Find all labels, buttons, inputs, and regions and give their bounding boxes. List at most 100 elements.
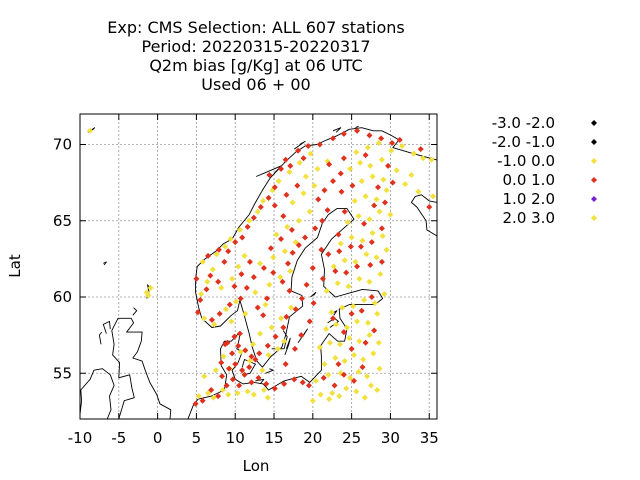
station-point: [382, 199, 389, 206]
station-point: [335, 361, 342, 368]
station-point: [380, 176, 387, 183]
station-point: [312, 377, 319, 384]
station-point: [244, 223, 251, 230]
station-point: [257, 330, 264, 337]
station-point: [298, 332, 305, 339]
station-point: [205, 390, 212, 397]
station-point: [270, 254, 277, 261]
station-point: [333, 321, 340, 328]
station-point: [343, 385, 350, 392]
station-point: [218, 284, 225, 291]
station-point: [410, 150, 417, 157]
station-point: [359, 364, 366, 371]
station-point: [366, 132, 373, 139]
station-point: [362, 339, 369, 346]
station-point: [348, 345, 355, 352]
station-point: [220, 353, 227, 360]
station-point: [340, 329, 347, 336]
station-point: [336, 248, 343, 255]
station-point: [346, 335, 353, 342]
station-point: [219, 387, 226, 394]
station-point: [366, 216, 373, 223]
coastline: [241, 359, 256, 376]
station-point: [330, 135, 337, 142]
x-tick-label: -5: [111, 429, 126, 447]
station-point: [271, 202, 278, 209]
title-line-4: Used 06 + 00: [201, 75, 310, 94]
station-point: [275, 178, 282, 185]
station-point: [225, 248, 232, 255]
station-point: [357, 243, 364, 250]
station-point: [368, 294, 375, 300]
station-point: [326, 339, 333, 346]
station-point: [278, 315, 285, 322]
station-point: [376, 365, 383, 372]
legend-entry-label: 2.0 3.0: [503, 209, 555, 227]
station-point: [278, 165, 285, 172]
coastline: [332, 127, 342, 133]
station-point: [232, 239, 239, 246]
title-line-3: Q2m bias [g/Kg] at 06 UTC: [149, 56, 362, 75]
x-tick-label: 10: [226, 429, 245, 447]
station-point: [415, 188, 422, 195]
station-point: [354, 127, 361, 134]
station-point: [236, 330, 243, 337]
station-point: [281, 380, 288, 387]
station-point: [198, 290, 205, 297]
station-point: [282, 361, 289, 368]
station-point: [225, 391, 232, 398]
station-point: [360, 356, 367, 363]
station-point: [321, 361, 328, 368]
station-point: [393, 167, 400, 174]
station-point: [316, 344, 323, 351]
station-point: [265, 194, 272, 201]
station-point: [330, 178, 337, 185]
station-point: [267, 245, 274, 252]
y-tick-label: 55: [53, 364, 72, 382]
station-point: [272, 333, 279, 340]
station-point: [264, 342, 271, 349]
coastline: [293, 140, 306, 150]
station-point: [273, 231, 280, 238]
station-point: [352, 258, 359, 265]
legend-marker: [591, 158, 597, 164]
station-point: [388, 139, 395, 146]
station-point: [337, 170, 344, 177]
y-axis-label: Lat: [6, 254, 24, 278]
station-point: [351, 197, 358, 204]
station-point: [353, 149, 360, 156]
station-point: [294, 182, 301, 189]
station-point: [199, 258, 206, 265]
station-point: [289, 249, 296, 256]
station-point: [246, 358, 253, 365]
station-point: [325, 251, 332, 258]
coastline: [355, 125, 359, 129]
coastline: [80, 368, 115, 419]
station-point: [246, 258, 253, 265]
station-point: [340, 371, 347, 378]
station-point: [277, 274, 284, 281]
station-point: [357, 159, 364, 166]
station-point: [341, 208, 348, 215]
station-point: [344, 219, 351, 226]
station-point: [368, 239, 375, 246]
station-point: [364, 319, 371, 326]
station-point: [244, 388, 251, 395]
station-point: [256, 350, 263, 357]
station-point: [323, 287, 330, 294]
station-point: [260, 312, 267, 319]
station-point: [87, 127, 94, 134]
station-point: [257, 204, 264, 211]
station-point: [385, 162, 392, 169]
station-point: [371, 202, 378, 209]
station-point: [300, 190, 307, 197]
station-points: [87, 127, 437, 407]
station-point: [274, 345, 281, 352]
station-point: [281, 338, 288, 345]
station-point: [237, 348, 244, 355]
station-point: [226, 365, 233, 372]
y-tick-label: 60: [53, 288, 72, 306]
station-point: [316, 141, 323, 148]
station-point: [241, 371, 248, 378]
